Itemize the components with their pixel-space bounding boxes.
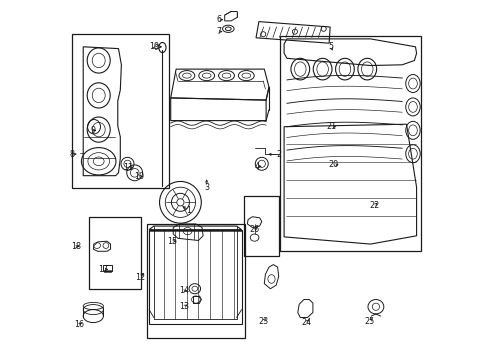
Text: 24: 24 <box>301 318 311 327</box>
Text: 4: 4 <box>254 162 259 171</box>
Text: 12: 12 <box>135 274 145 282</box>
Text: 3: 3 <box>204 183 209 192</box>
Text: 7: 7 <box>216 27 221 36</box>
Bar <box>104 270 107 272</box>
Text: 11: 11 <box>123 163 133 172</box>
Bar <box>89 217 141 289</box>
Bar <box>244 196 279 256</box>
Text: 15: 15 <box>166 237 177 246</box>
Text: 18: 18 <box>71 242 81 251</box>
Bar <box>72 34 168 188</box>
Text: 1: 1 <box>186 206 191 215</box>
Text: 2: 2 <box>276 150 281 159</box>
Text: 21: 21 <box>326 122 336 131</box>
Text: 8: 8 <box>69 150 74 158</box>
Text: 10: 10 <box>134 172 144 181</box>
Text: 26: 26 <box>249 225 259 234</box>
Text: 6: 6 <box>216 15 222 24</box>
Text: 14: 14 <box>179 287 189 295</box>
Bar <box>103 265 112 271</box>
Text: 5: 5 <box>327 42 333 51</box>
Text: 20: 20 <box>328 161 338 169</box>
Text: 25: 25 <box>364 317 374 325</box>
Bar <box>146 224 244 338</box>
Text: 19: 19 <box>148 42 159 51</box>
Text: 9: 9 <box>90 126 95 135</box>
Text: 23: 23 <box>258 317 268 325</box>
Bar <box>279 36 420 251</box>
Text: 17: 17 <box>98 265 108 274</box>
Text: 13: 13 <box>179 302 189 311</box>
Text: 22: 22 <box>369 201 379 210</box>
Text: 16: 16 <box>74 320 84 329</box>
Bar <box>107 270 110 272</box>
